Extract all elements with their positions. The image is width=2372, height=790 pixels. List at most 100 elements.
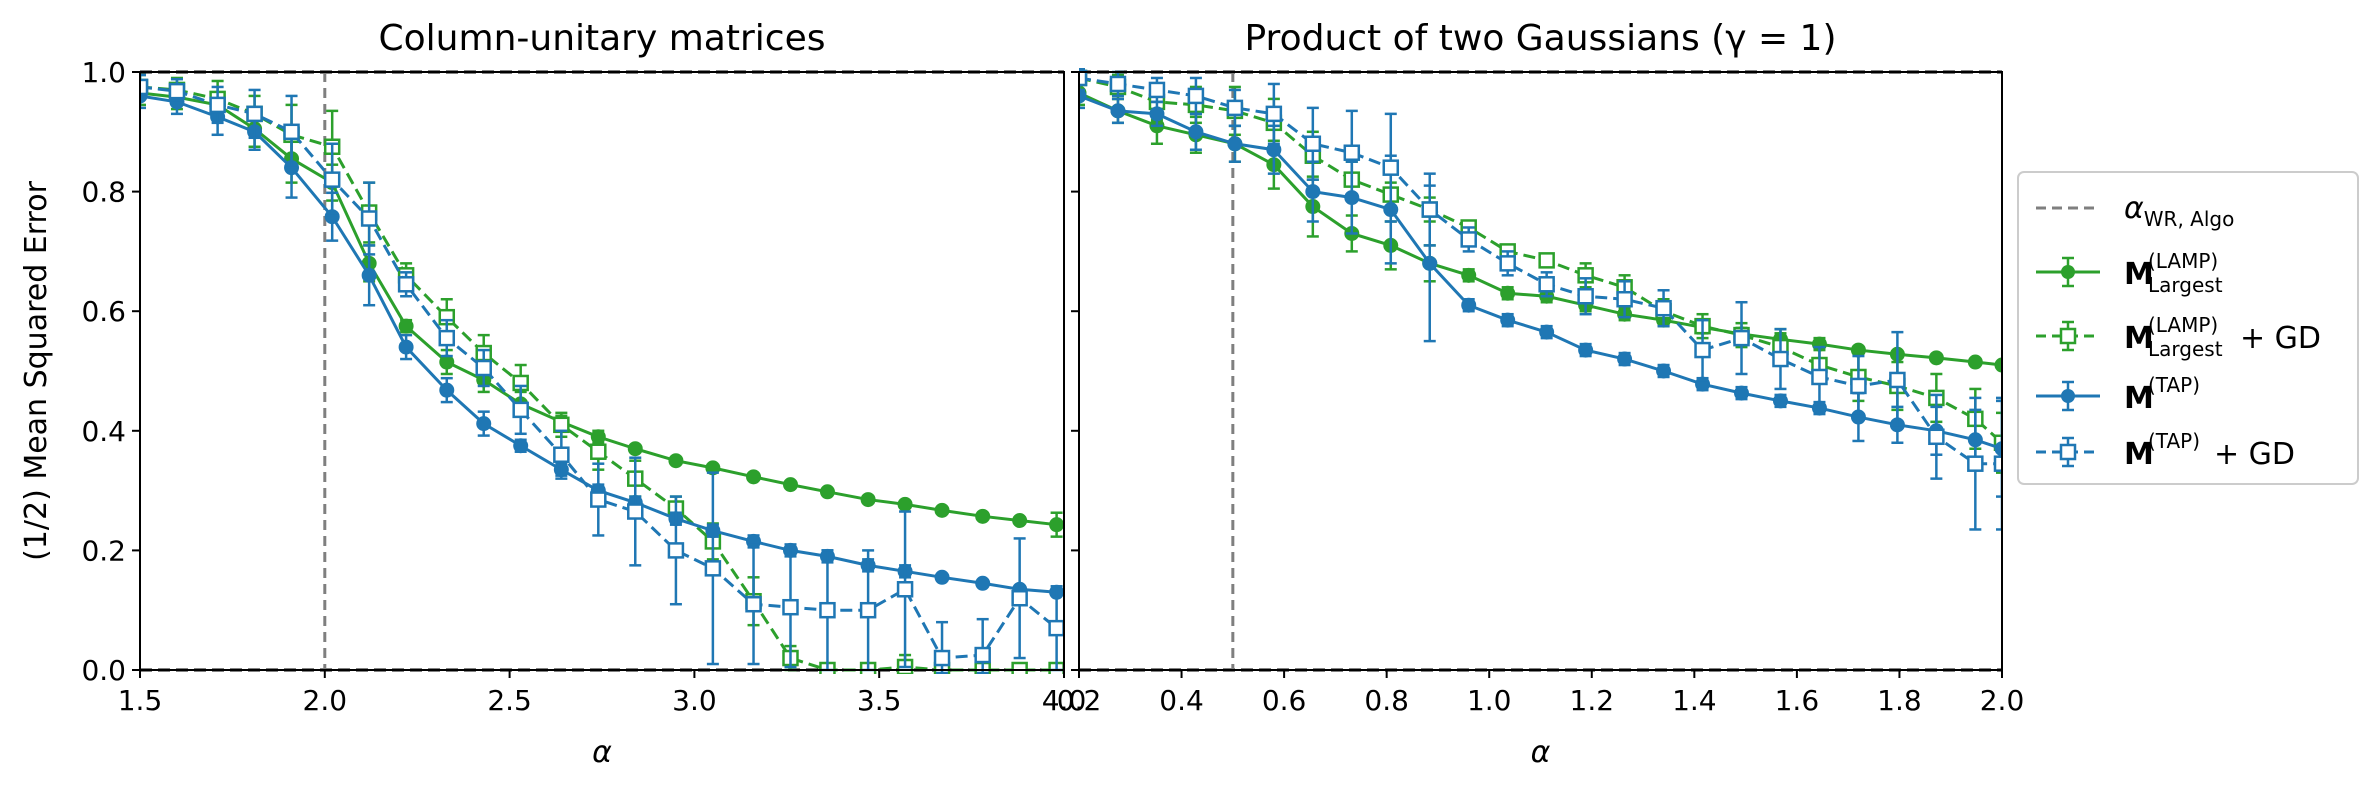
x-tick-label: 1.8 (1877, 684, 1922, 717)
data-point (1928, 350, 1944, 366)
data-point (1539, 324, 1555, 340)
legend-label-sup: (TAP) (2148, 429, 2200, 453)
legend-threshold-label: αWR, Algo (2124, 191, 2234, 231)
x-tick-label: 0.8 (1364, 684, 1409, 717)
legend-label-sup: (LAMP) (2148, 249, 2218, 273)
data-point (1811, 368, 1828, 386)
legend-label-lamp: M (2124, 257, 2154, 292)
data-point (398, 339, 414, 355)
data-point (1733, 329, 1750, 347)
legend-threshold-sub: WR, Algo (2144, 207, 2235, 231)
legend-label-base: M (2124, 257, 2154, 292)
data-point (1079, 69, 1088, 87)
data-point (627, 503, 644, 520)
legend-label-sup: (TAP) (2148, 373, 2200, 397)
x-tick-label: 2.0 (303, 684, 348, 717)
data-point (819, 484, 835, 500)
data-point (667, 542, 685, 559)
data-point (1617, 351, 1633, 367)
data-point (934, 502, 950, 518)
data-point (1304, 135, 1322, 153)
data-point (361, 267, 377, 283)
data-point (1993, 455, 2002, 472)
data-point (1772, 393, 1788, 409)
data-point (897, 496, 913, 512)
data-point (513, 438, 529, 454)
data-point (246, 105, 263, 123)
series-line-tap_gd (1079, 76, 2002, 466)
data-point (934, 569, 950, 585)
data-point (896, 581, 914, 598)
data-point (476, 416, 492, 432)
data-point (590, 491, 607, 508)
data-point (1994, 441, 2002, 457)
data-point (1460, 231, 1477, 248)
legend-marker (2061, 265, 2075, 279)
series-line-lamp_gd (140, 85, 1057, 672)
legend-label-tap_gd: M (2124, 437, 2154, 472)
legend-label-tap: M (2124, 381, 2154, 416)
data-point (668, 453, 684, 469)
data-point (1461, 267, 1477, 283)
legend-threshold-main: α (2124, 191, 2144, 226)
legend-marker (2059, 327, 2077, 345)
series-line-lamp (1079, 91, 2002, 367)
chart-title: Product of two Gaussians (γ = 1) (1244, 18, 1836, 59)
data-point (140, 78, 149, 96)
data-point (746, 469, 762, 485)
data-point (1012, 513, 1028, 528)
x-tick-label: 4.0 (1042, 684, 1087, 717)
data-point (1109, 75, 1127, 93)
data-point (1343, 144, 1361, 161)
data-point (439, 382, 455, 398)
data-point (1734, 385, 1750, 401)
data-point (1994, 357, 2002, 373)
chart-title: Column-unitary matrices (379, 18, 826, 59)
data-point (1500, 312, 1516, 328)
legend-label-sub: Largest (2148, 337, 2223, 361)
y-tick-label: 0.8 (81, 176, 126, 209)
data-point (1422, 255, 1438, 271)
y-tick-label: 0.4 (81, 415, 126, 448)
data-point (1227, 136, 1243, 152)
data-point (1694, 341, 1711, 359)
data-point (1011, 589, 1028, 607)
legend-label-base: M (2124, 321, 2154, 356)
x-tick-label: 1.4 (1672, 684, 1717, 717)
legend-label-sup: (LAMP) (2148, 313, 2218, 337)
data-point (974, 646, 991, 664)
data-point (1772, 350, 1789, 368)
x-tick-label: 1.2 (1570, 684, 1615, 717)
axes-frame (139, 71, 1065, 671)
data-point (1226, 99, 1244, 117)
data-point (1188, 124, 1204, 140)
data-point (1049, 517, 1064, 533)
data-point (1538, 276, 1555, 293)
legend-label-suffix: + GD (2214, 437, 2295, 472)
data-point (360, 210, 378, 227)
x-tick-label: 0.6 (1262, 684, 1307, 717)
data-point (819, 601, 836, 619)
x-tick-label: 1.6 (1775, 684, 1820, 717)
x-tick-label: 2.5 (487, 684, 532, 717)
data-point (1850, 377, 1867, 395)
data-point (1461, 297, 1477, 313)
data-point (1889, 371, 1906, 389)
x-tick-label: 1.0 (1467, 684, 1512, 717)
x-axis-label: α (1531, 735, 1551, 770)
data-point (1305, 184, 1321, 200)
x-tick-label: 1.5 (118, 684, 163, 717)
x-tick-label: 2.0 (1980, 684, 2025, 717)
y-tick-label: 0.6 (81, 295, 126, 328)
y-tick-label: 0.0 (81, 654, 126, 687)
data-point (745, 595, 762, 613)
data-point (627, 441, 643, 457)
data-point (1265, 105, 1283, 123)
data-point (1500, 285, 1516, 301)
data-point (1048, 619, 1064, 637)
data-point (1655, 299, 1672, 317)
data-point (933, 649, 951, 667)
data-point (512, 401, 529, 419)
plot-area (140, 70, 1064, 674)
